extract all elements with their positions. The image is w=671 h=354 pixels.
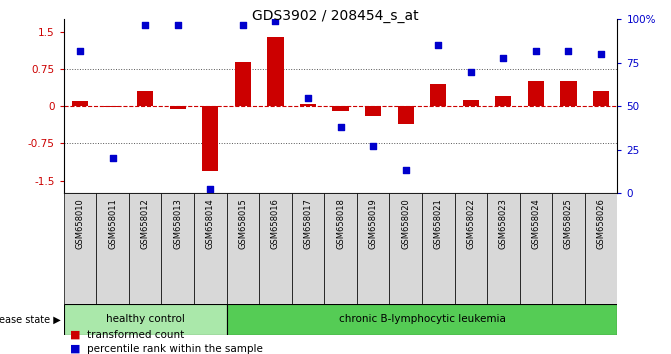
Text: disease state ▶: disease state ▶: [0, 314, 60, 325]
Bar: [72, 101, 88, 106]
Text: GSM658026: GSM658026: [597, 199, 605, 249]
Text: GDS3902 / 208454_s_at: GDS3902 / 208454_s_at: [252, 9, 419, 23]
Bar: [105, 106, 121, 107]
Text: GSM658013: GSM658013: [173, 199, 183, 249]
Bar: [454, 193, 487, 304]
Bar: [584, 193, 617, 304]
Point: [238, 22, 248, 28]
Point: [205, 187, 215, 192]
Bar: [292, 193, 324, 304]
Bar: [64, 193, 97, 304]
Bar: [422, 193, 454, 304]
Bar: [397, 106, 414, 124]
Bar: [235, 62, 251, 106]
Point: [107, 155, 118, 161]
Text: GSM658015: GSM658015: [238, 199, 248, 249]
Point: [596, 51, 607, 57]
Bar: [560, 81, 576, 106]
Point: [498, 55, 509, 61]
Text: GSM658014: GSM658014: [206, 199, 215, 249]
Point: [74, 48, 85, 53]
Bar: [593, 91, 609, 106]
Text: GSM658012: GSM658012: [141, 199, 150, 249]
Text: GSM658019: GSM658019: [368, 199, 378, 249]
Bar: [462, 100, 479, 106]
Bar: [487, 193, 519, 304]
Text: GSM658011: GSM658011: [108, 199, 117, 249]
Bar: [97, 193, 129, 304]
Bar: [194, 193, 227, 304]
Text: ■: ■: [70, 330, 81, 339]
Text: GSM658018: GSM658018: [336, 199, 345, 249]
Text: GSM658024: GSM658024: [531, 199, 540, 249]
Bar: [495, 96, 511, 106]
Bar: [227, 304, 617, 335]
Bar: [519, 193, 552, 304]
Point: [368, 143, 378, 149]
Bar: [365, 106, 381, 116]
Text: GSM658023: GSM658023: [499, 199, 508, 249]
Text: GSM658025: GSM658025: [564, 199, 573, 249]
Point: [336, 124, 346, 130]
Bar: [357, 193, 389, 304]
Bar: [129, 193, 162, 304]
Bar: [300, 104, 316, 106]
Point: [401, 167, 411, 173]
Point: [172, 22, 183, 28]
Bar: [227, 193, 259, 304]
Text: GSM658020: GSM658020: [401, 199, 410, 249]
Text: GSM658016: GSM658016: [271, 199, 280, 249]
Bar: [389, 193, 422, 304]
Bar: [552, 193, 584, 304]
Text: GSM658017: GSM658017: [303, 199, 313, 249]
Point: [433, 43, 444, 48]
Bar: [202, 106, 219, 171]
Text: percentile rank within the sample: percentile rank within the sample: [87, 344, 263, 354]
Point: [270, 18, 280, 24]
Bar: [528, 81, 544, 106]
Text: transformed count: transformed count: [87, 330, 185, 339]
Text: ■: ■: [70, 344, 81, 354]
Text: chronic B-lymphocytic leukemia: chronic B-lymphocytic leukemia: [338, 314, 505, 325]
Bar: [267, 37, 284, 106]
Bar: [64, 304, 227, 335]
Point: [531, 48, 541, 53]
Point: [140, 22, 150, 28]
Point: [303, 95, 313, 101]
Bar: [137, 91, 153, 106]
Bar: [259, 193, 292, 304]
Text: GSM658010: GSM658010: [76, 199, 85, 249]
Text: GSM658021: GSM658021: [433, 199, 443, 249]
Bar: [324, 193, 357, 304]
Bar: [430, 84, 446, 106]
Point: [466, 69, 476, 74]
Bar: [162, 193, 194, 304]
Bar: [332, 106, 349, 111]
Text: GSM658022: GSM658022: [466, 199, 475, 249]
Bar: [170, 106, 186, 109]
Text: healthy control: healthy control: [106, 314, 185, 325]
Point: [563, 48, 574, 53]
